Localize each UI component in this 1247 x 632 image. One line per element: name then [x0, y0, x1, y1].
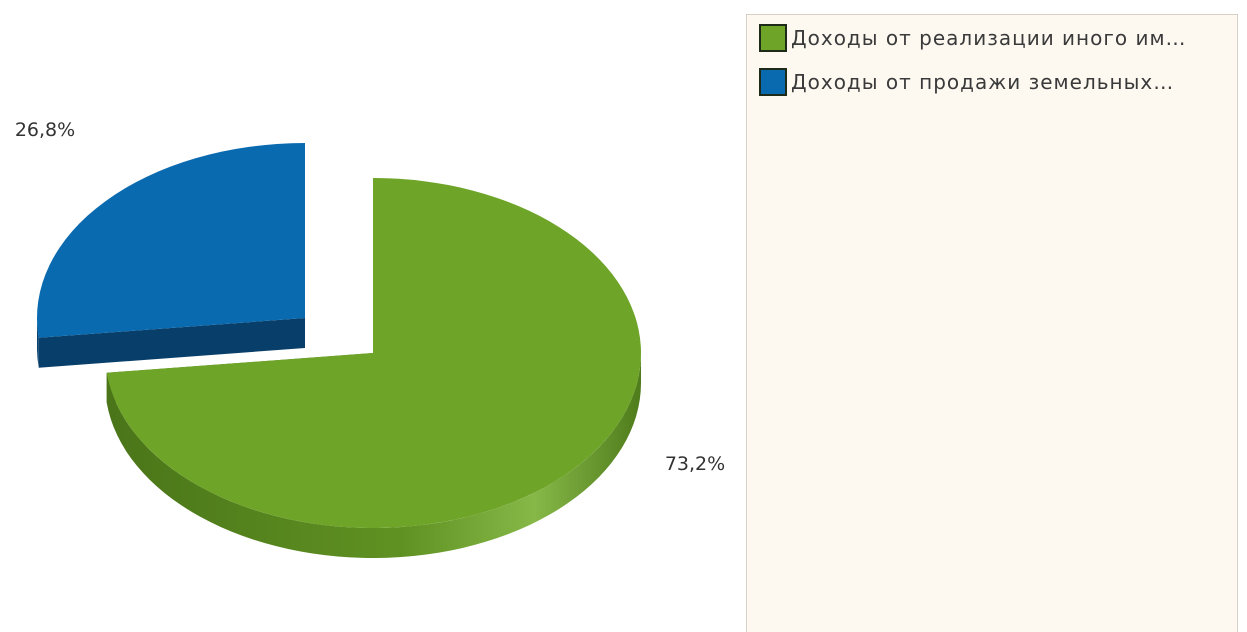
slice-0-top: [106, 178, 642, 528]
legend-swatch-0: [759, 24, 787, 52]
slice-1-top: [37, 143, 306, 338]
legend-label-1: Доходы от продажи земельных…: [791, 70, 1175, 94]
legend-item-0: Доходы от реализации иного им…: [747, 23, 1237, 53]
chart-legend: Доходы от реализации иного им… Доходы от…: [746, 14, 1238, 632]
legend-item-1: Доходы от продажи земельных…: [747, 67, 1237, 97]
pie-chart-svg: 73,2% 26,8%: [15, 119, 725, 559]
slice-0-side-0: [106, 353, 642, 559]
slice-1-cut-face: [38, 318, 306, 368]
data-label-1: 26,8%: [15, 119, 75, 141]
slice-1-side-0: [37, 319, 39, 368]
legend-label-0: Доходы от реализации иного им…: [791, 26, 1187, 50]
data-label-0: 73,2%: [665, 453, 725, 475]
pie-chart: 73,2% 26,8%: [15, 119, 725, 559]
legend-swatch-1: [759, 68, 787, 96]
